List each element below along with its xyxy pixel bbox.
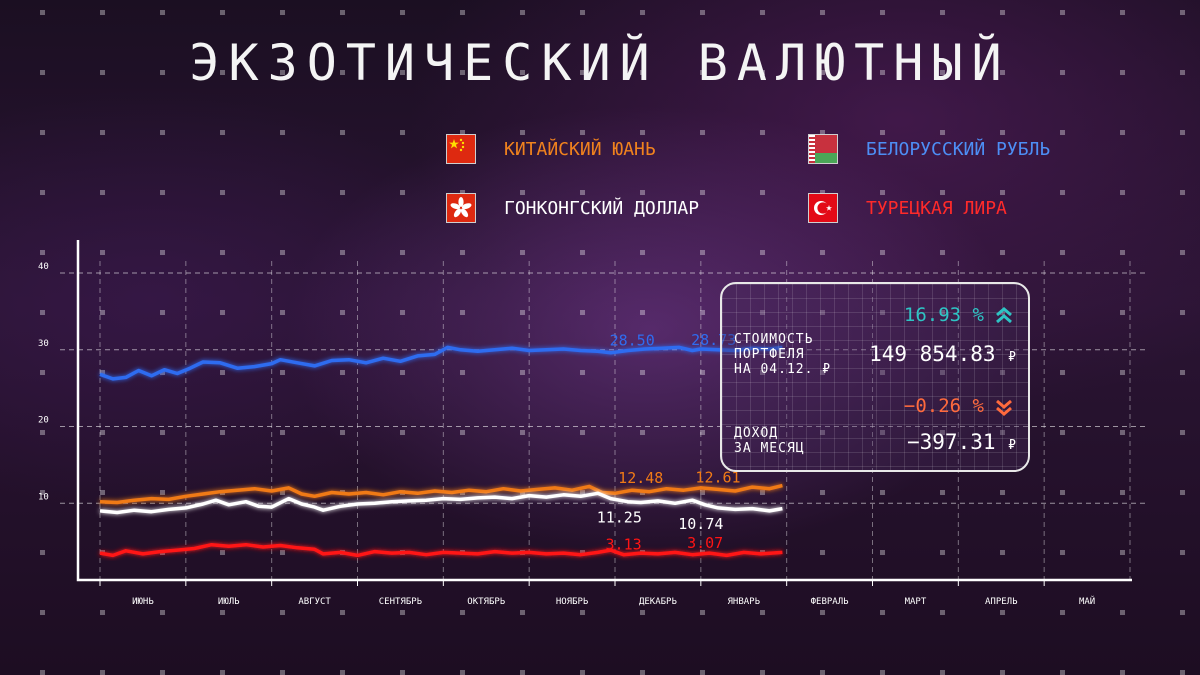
- portfolio-label-line3: НА 04.12. ₽: [734, 362, 832, 377]
- portfolio-panel: 16.93 % СТОИМОСТЬ ПОРТФЕЛЯ НА 04.12. ₽ 1…: [720, 282, 1030, 472]
- turkey-flag-icon: [808, 193, 838, 223]
- series-line-0: [99, 345, 783, 381]
- portfolio-value-currency: ₽: [1008, 350, 1016, 365]
- income-value-currency: ₽: [1008, 438, 1016, 453]
- x-tick-label: СЕНТЯБРЬ: [379, 597, 423, 607]
- data-label: 11.25: [597, 509, 642, 527]
- data-label: 10.74: [678, 515, 723, 533]
- series-line-3: [99, 542, 783, 558]
- x-tick-label: ИЮНЬ: [132, 597, 154, 607]
- data-label: 12.48: [618, 469, 663, 487]
- data-label: 28.73: [691, 331, 736, 349]
- y-tick-label: 20: [38, 416, 49, 426]
- y-tick-label: 10: [38, 492, 49, 502]
- x-tick-label: МАЙ: [1079, 595, 1095, 607]
- double-chevron-up-icon: [996, 307, 1012, 324]
- portfolio-value: 149 854.83 ₽: [869, 342, 1016, 366]
- legend-item-byn: БЕЛОРУССКИЙ РУБЛЬ: [808, 132, 1050, 166]
- series-line-2: [99, 491, 783, 515]
- portfolio-change-up: 16.93 %: [904, 304, 984, 326]
- data-label: 3.13: [606, 536, 642, 554]
- income-label-line2: ЗА МЕСЯЦ: [734, 441, 805, 456]
- legend-label-byn: БЕЛОРУССКИЙ РУБЛЬ: [866, 138, 1051, 160]
- x-tick-label: МАРТ: [905, 597, 927, 607]
- income-label: ДОХОД ЗА МЕСЯЦ: [734, 426, 805, 456]
- x-tick-label: ФЕВРАЛЬ: [811, 597, 850, 607]
- income-value-number: −397.31: [907, 430, 996, 454]
- x-tick-label: АВГУСТ: [298, 597, 331, 607]
- portfolio-value-number: 149 854.83: [869, 342, 996, 366]
- chart-axes: [76, 240, 1132, 582]
- portfolio-change-up-value: 16.93 %: [903, 304, 984, 326]
- x-tick-label: ИЮЛЬ: [218, 597, 240, 607]
- page-title: ЭКЗОТИЧЕСКИЙ ВАЛЮТНЫЙ: [189, 34, 1011, 92]
- data-label: 3.07: [687, 534, 723, 552]
- x-tick-label: ОКТЯБРЬ: [467, 597, 506, 607]
- legend-item-hkd: ГОНКОНГСКИЙ ДОЛЛАР: [446, 191, 699, 225]
- data-label: 12.61: [695, 468, 740, 486]
- data-label: 28.50: [610, 332, 655, 350]
- y-tick-label: 30: [38, 339, 49, 349]
- y-tick-label: 40: [38, 262, 49, 272]
- income-value: −397.31 ₽: [907, 430, 1016, 454]
- legend-item-cny: КИТАЙСКИЙ ЮАНЬ: [446, 132, 656, 166]
- china-flag-icon: [446, 134, 476, 164]
- x-tick-label: АПРЕЛЬ: [985, 597, 1018, 607]
- income-label-line1: ДОХОД: [734, 426, 779, 441]
- x-tick-label: ЯНВАРЬ: [727, 597, 760, 607]
- x-tick-label: НОЯБРЬ: [556, 597, 589, 607]
- portfolio-label-line1: СТОИМОСТЬ: [734, 332, 814, 347]
- portfolio-label-line2: ПОРТФЕЛЯ: [734, 347, 805, 362]
- legend-label-hkd: ГОНКОНГСКИЙ ДОЛЛАР: [504, 197, 700, 219]
- x-tick-label: ДЕКАБРЬ: [639, 597, 678, 607]
- income-change-down: −0.26 %: [904, 395, 984, 417]
- portfolio-label: СТОИМОСТЬ ПОРТФЕЛЯ НА 04.12. ₽: [734, 332, 831, 377]
- legend-label-cny: КИТАЙСКИЙ ЮАНЬ: [504, 138, 656, 160]
- hong-kong-flag-icon: [446, 193, 476, 223]
- income-change-down-value: −0.26 %: [903, 395, 984, 417]
- double-chevron-down-icon: [996, 399, 1012, 416]
- belarus-flag-icon: [808, 134, 838, 164]
- series-line-1: [99, 483, 783, 505]
- legend-item-try: ТУРЕЦКАЯ ЛИРА: [808, 191, 1007, 225]
- legend-label-try: ТУРЕЦКАЯ ЛИРА: [866, 197, 1007, 219]
